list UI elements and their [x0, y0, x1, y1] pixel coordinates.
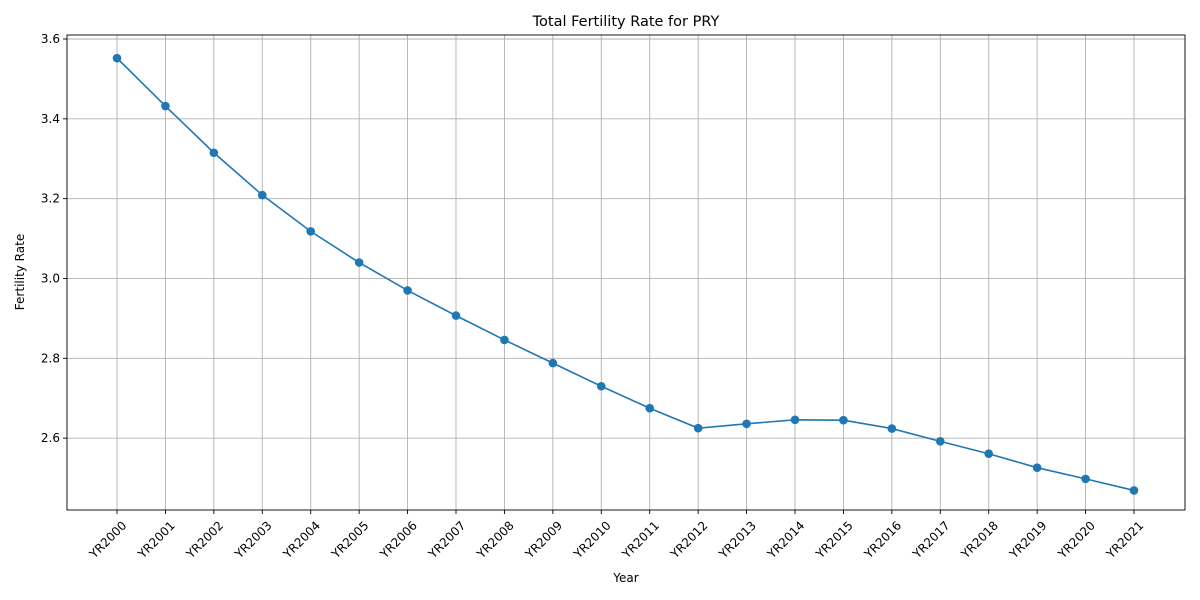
- x-tick-label: YR2021: [1103, 518, 1146, 561]
- data-point: [935, 437, 945, 446]
- data-point: [500, 335, 509, 345]
- x-tick-label: YR2002: [183, 518, 226, 561]
- x-tick-label: YR2005: [328, 518, 371, 561]
- x-axis: YR2000 YR2001 YR2002 YR2003 YR2004 YR2005 YR20…: [86, 510, 1146, 562]
- x-tick-label: YR2007: [425, 518, 468, 561]
- data-point: [1032, 463, 1042, 472]
- x-tick-label: YR2013: [716, 518, 759, 561]
- x-tick-label: YR2001: [134, 518, 177, 561]
- data-point: [693, 423, 703, 433]
- x-tick-label: YR2017: [909, 518, 952, 561]
- x-tick-label: YR2000: [86, 518, 129, 561]
- data-point: [790, 415, 800, 425]
- y-tick-label: 3.4: [41, 112, 60, 126]
- series-points: [112, 53, 1139, 495]
- data-point: [112, 53, 122, 63]
- y-tick-label: 3.2: [41, 192, 60, 206]
- data-point: [257, 190, 267, 200]
- y-tick-label: 2.8: [41, 351, 60, 365]
- x-tick-label: YR2014: [764, 518, 807, 561]
- y-tick-label: 3.0: [41, 271, 60, 285]
- data-point: [1129, 486, 1139, 495]
- x-tick-label: YR2015: [812, 518, 855, 561]
- grid: [67, 35, 1185, 510]
- data-point: [209, 148, 219, 158]
- x-tick-label: YR2018: [958, 518, 1001, 561]
- x-tick-label: YR2020: [1055, 518, 1098, 561]
- chart-title: Total Fertility Rate for PRY: [532, 14, 720, 30]
- data-point: [742, 419, 751, 429]
- data-point: [596, 381, 606, 391]
- data-point: [403, 286, 412, 295]
- y-tick-label: 2.6: [41, 431, 60, 445]
- x-tick-label: YR2003: [231, 518, 274, 561]
- x-tick-label: YR2010: [570, 518, 613, 561]
- data-point: [1081, 474, 1090, 484]
- x-tick-label: YR2011: [619, 518, 662, 561]
- x-tick-label: YR2009: [522, 518, 565, 561]
- y-tick-label: 3.6: [41, 32, 60, 46]
- data-point: [645, 403, 655, 413]
- x-tick-label: YR2019: [1006, 518, 1049, 561]
- data-point: [354, 258, 364, 267]
- x-tick-label: YR2012: [667, 518, 710, 561]
- series-path: [116, 57, 1135, 492]
- x-tick-label: YR2008: [473, 518, 516, 561]
- data-point: [984, 449, 994, 459]
- data-point: [451, 311, 461, 320]
- x-tick-label: YR2006: [377, 518, 420, 561]
- data-point: [306, 227, 316, 236]
- x-axis-label: Year: [612, 571, 638, 585]
- y-axis-label: Fertility Rate: [13, 234, 27, 310]
- x-tick-label: YR2004: [280, 518, 323, 561]
- y-axis: 2.6 2.8 3.0 3.2 3.4 3.6: [41, 32, 67, 445]
- series-line: [116, 57, 1135, 492]
- data-point: [548, 358, 558, 368]
- data-point: [887, 424, 897, 433]
- plot-frame: [66, 34, 1186, 511]
- x-tick-label: YR2016: [861, 518, 904, 561]
- data-point: [839, 415, 848, 425]
- data-point: [161, 101, 170, 111]
